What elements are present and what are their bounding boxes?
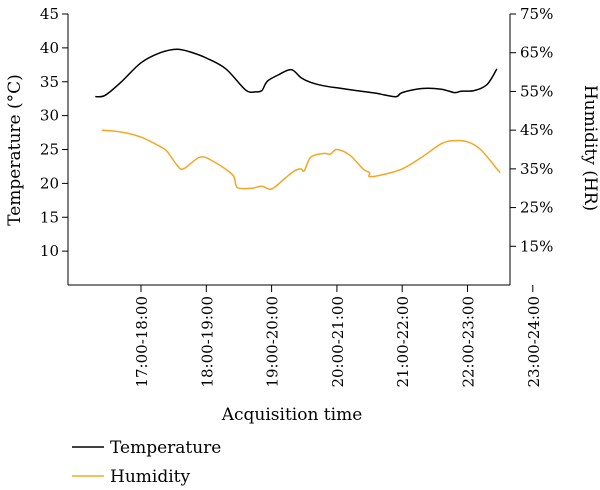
x-axis-ticks: 17:00-18:00 18:00-19:00 19:00-20:00 20:00-2… [133,285,543,388]
right-tick-label: 55% [520,82,553,100]
series-line-temperature [95,48,498,98]
left-tick-label: 25 [40,141,59,159]
series-layer [95,48,501,191]
x-tick-label: 17:00-18:00 [133,296,151,388]
x-tick-label: 20:00-21:00 [329,296,347,388]
x-axis-title: Acquisition time [221,405,363,425]
right-tick-label: 15% [520,237,553,255]
series-line-humidity [101,129,501,191]
left-axis-ticks: 10 15 20 25 30 35 40 45 [40,5,68,260]
legend: Temperature Humidity [72,438,221,487]
right-axis-ticks: 15% 25% 35% 45% 55% 65% 75% [510,5,553,255]
right-tick-label: 35% [520,160,553,178]
left-tick-label: 45 [40,5,59,23]
legend-label-temperature: Temperature [110,438,221,458]
right-tick-label: 45% [520,121,553,139]
left-tick-label: 20 [40,174,59,192]
y-axis-title: Temperature (°C) [5,74,25,226]
x-tick-label: 19:00-20:00 [264,296,282,388]
left-tick-label: 35 [40,73,59,91]
left-tick-label: 40 [40,39,59,57]
x-tick-label: 21:00-22:00 [394,296,412,388]
left-tick-label: 30 [40,107,59,125]
x-tick-label: 22:00-23:00 [460,296,478,388]
right-tick-label: 65% [520,44,553,62]
right-tick-label: 25% [520,199,553,217]
left-tick-label: 10 [40,242,59,260]
right-tick-label: 75% [520,5,553,23]
plot-area: 10 15 20 25 30 35 40 45 15% 25% 35% 45% 55% 65% 75% 1… [40,5,553,388]
x-tick-label: 18:00-19:00 [198,296,216,388]
x-tick-label: 23:00-24:00 [525,296,543,388]
y2-axis-title: Humidity (HR) [580,85,600,211]
left-tick-label: 15 [40,208,59,226]
legend-label-humidity: Humidity [110,467,190,487]
